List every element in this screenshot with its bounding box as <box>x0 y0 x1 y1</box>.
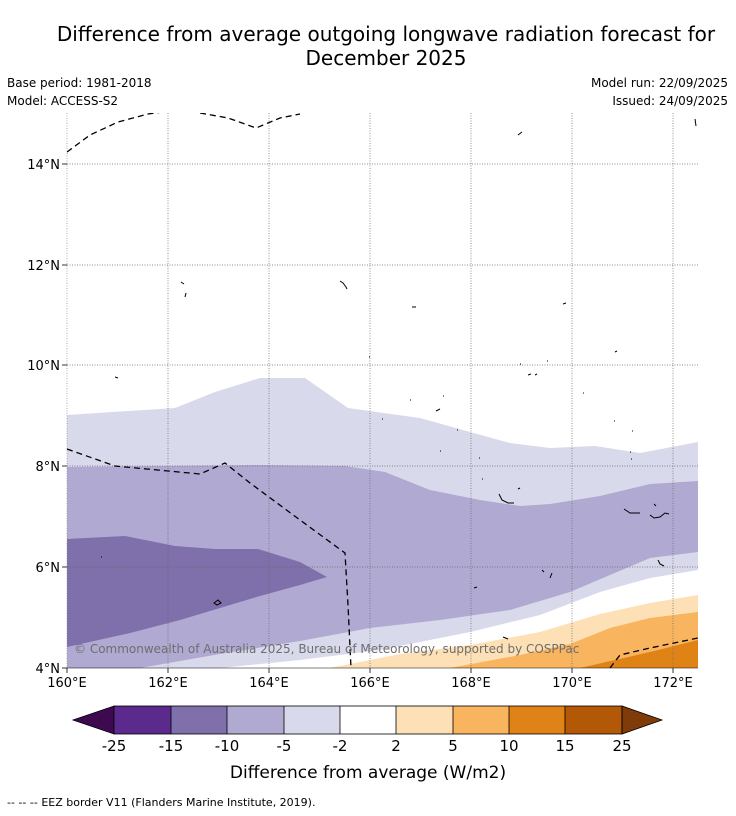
lat-label: 14°N <box>27 158 60 173</box>
meta-right: Model run: 22/09/2025 Issued: 24/09/2025 <box>591 74 728 110</box>
island <box>180 281 185 285</box>
issued-date: Issued: 24/09/2025 <box>612 94 728 108</box>
island <box>623 508 640 514</box>
colorbar-segment <box>453 706 509 734</box>
island <box>517 131 523 136</box>
colorbar-segment <box>284 706 340 734</box>
island <box>339 280 348 290</box>
axis-ticks <box>62 163 674 673</box>
colorbar-tick: 10 <box>499 737 518 755</box>
colorbar-segment <box>509 706 565 734</box>
colorbar-tick: 2 <box>391 737 401 755</box>
title-line-1: Difference from average outgoing longwav… <box>56 22 716 46</box>
colorbar-tick: -2 <box>333 737 348 755</box>
island <box>479 457 483 480</box>
lon-label: 172°E <box>653 676 693 691</box>
colorbar-tick: -5 <box>277 737 292 755</box>
eez-north-arc <box>67 113 161 153</box>
lon-label: 170°E <box>552 676 592 691</box>
lat-labels: 4°N 6°N 8°N 10°N 12°N 14°N <box>27 158 60 677</box>
island <box>614 350 618 353</box>
eez-line-symbol: -- -- -- <box>7 796 38 809</box>
lon-label: 162°E <box>148 676 188 691</box>
lon-label: 168°E <box>451 676 491 691</box>
island <box>541 569 553 579</box>
model-name: Model: ACCESS-S2 <box>7 94 119 108</box>
island <box>649 512 670 519</box>
island <box>653 503 657 507</box>
copyright-watermark: © Commonwealth of Australia 2025, Bureau… <box>74 642 579 656</box>
band-5-to-10 <box>450 612 698 668</box>
island <box>114 376 119 379</box>
island <box>502 636 509 640</box>
eez-north-segment <box>199 113 301 129</box>
colorbar-tick: 5 <box>448 737 458 755</box>
islands <box>101 118 697 640</box>
title-line-2: December 2025 <box>305 46 467 70</box>
lat-label: 8°N <box>36 460 61 475</box>
lon-label: 166°E <box>350 676 390 691</box>
colorbar-ticks: -25 -15 -10 -5 -2 2 5 10 15 25 <box>102 737 632 755</box>
lon-label: 160°E <box>47 676 87 691</box>
colorbar-tick: -15 <box>159 737 184 755</box>
island <box>657 559 665 567</box>
colorbar-tick: 15 <box>555 737 574 755</box>
island <box>184 292 187 298</box>
colorbar-dividers <box>113 705 623 735</box>
eez-main-boundary <box>67 448 352 668</box>
island <box>382 418 633 460</box>
island <box>369 356 584 401</box>
contour-fills <box>67 378 698 668</box>
band-10-to-15 <box>580 640 698 668</box>
colorbar-segment <box>227 706 284 734</box>
band-minus-5-to-minus-10 <box>67 465 698 668</box>
colorbar-segment <box>565 706 622 734</box>
colorbar-label: Difference from average (W/m2) <box>230 763 506 783</box>
island <box>517 487 521 490</box>
colorbar-high-arrow <box>621 705 664 735</box>
island <box>473 586 478 589</box>
colorbar-segment <box>396 706 453 734</box>
lat-label: 6°N <box>36 561 61 576</box>
eez-borders <box>67 113 698 668</box>
base-period: Base period: 1981-2018 <box>7 76 152 90</box>
lat-label: 10°N <box>27 359 60 374</box>
lon-label: 164°E <box>249 676 289 691</box>
eez-legend-text: EEZ border V11 (Flanders Marine Institut… <box>41 796 316 809</box>
lon-labels: 160°E 162°E 164°E 166°E 168°E 170°E 172°… <box>47 676 693 691</box>
colorbar-segment <box>114 706 171 734</box>
colorbar-segment <box>171 706 227 734</box>
gridlines <box>67 113 698 668</box>
colorbar-outline <box>113 705 623 735</box>
eez-southeast <box>609 637 698 668</box>
colorbar-low-arrow <box>71 705 115 735</box>
island <box>435 408 441 412</box>
colorbar: -25 -15 -10 -5 -2 2 5 10 15 25 Differenc… <box>71 705 664 783</box>
island <box>213 599 222 606</box>
lat-label: 4°N <box>36 662 61 677</box>
island <box>694 118 697 127</box>
map-title: Difference from average outgoing longwav… <box>20 22 736 70</box>
colorbar-segment <box>340 706 396 734</box>
colorbar-tick: -10 <box>215 737 240 755</box>
island <box>527 373 538 376</box>
colorbar-tick: 25 <box>612 737 631 755</box>
island <box>562 302 567 305</box>
eez-legend: -- -- -- EEZ border V11 (Flanders Marine… <box>7 796 315 809</box>
lat-label: 12°N <box>27 259 60 274</box>
model-run: Model run: 22/09/2025 <box>590 76 728 90</box>
band-minus-10-to-minus-15 <box>67 536 327 647</box>
colorbar-tick: -25 <box>102 737 127 755</box>
island <box>498 493 514 504</box>
meta-left: Base period: 1981-2018 Model: ACCESS-S2 <box>7 74 152 110</box>
